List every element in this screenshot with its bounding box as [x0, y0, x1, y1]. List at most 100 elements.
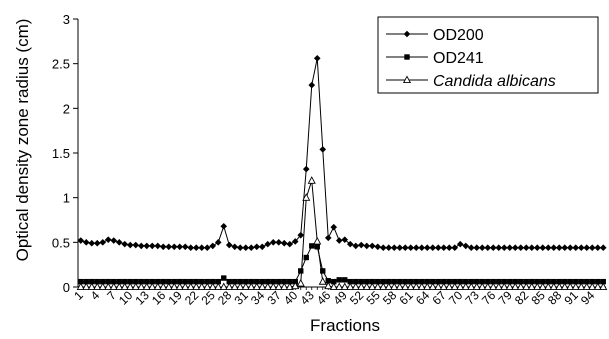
series-layer: [76, 55, 608, 291]
data-point-od241: [281, 278, 287, 285]
data-point-od200: [407, 244, 415, 251]
data-point-od200: [187, 244, 195, 251]
data-point-od200: [121, 240, 129, 248]
data-point-candida-albicans: [164, 282, 173, 291]
data-point-candida-albicans: [175, 282, 184, 291]
data-point-od200: [434, 244, 442, 251]
data-point-candida-albicans: [148, 282, 157, 291]
legend-marker-od241: [404, 54, 410, 60]
data-point-od241: [479, 278, 485, 285]
data-point-candida-albicans: [445, 282, 454, 291]
data-point-candida-albicans: [439, 282, 448, 291]
legend-entry-od200: OD200: [386, 27, 484, 44]
data-point-od200: [209, 242, 217, 250]
data-point-od200: [390, 244, 398, 251]
data-point-od241: [215, 278, 221, 285]
data-point-od200: [198, 244, 206, 251]
data-point-od241: [435, 278, 441, 285]
data-point-od200: [544, 244, 552, 251]
data-point-od200: [374, 243, 382, 251]
data-point-od241: [573, 278, 579, 285]
data-point-od200: [137, 242, 145, 250]
data-point-od200: [478, 244, 486, 251]
data-point-candida-albicans: [522, 282, 531, 291]
data-point-od241: [369, 278, 375, 285]
data-point-od200: [253, 243, 261, 251]
data-point-od241: [314, 244, 320, 250]
data-point-od241: [78, 278, 84, 285]
data-point-od200: [148, 242, 156, 250]
y-tick-label: 2.5: [52, 57, 70, 72]
y-tick-label: 0.5: [52, 235, 70, 250]
data-point-od200: [517, 244, 525, 251]
data-point-od241: [562, 278, 568, 285]
data-point-candida-albicans: [456, 282, 465, 291]
data-point-od200: [143, 242, 151, 250]
data-point-od200: [264, 240, 272, 248]
data-point-od241: [551, 278, 557, 285]
data-point-candida-albicans: [104, 282, 113, 291]
data-point-od241: [408, 278, 414, 285]
data-point-od200: [599, 244, 607, 251]
data-point-od241: [364, 278, 370, 285]
data-point-candida-albicans: [87, 282, 96, 291]
data-point-candida-albicans: [219, 282, 228, 291]
data-point-candida-albicans: [335, 282, 344, 291]
data-point-od241: [584, 278, 590, 285]
data-point-od200: [577, 244, 585, 251]
data-point-candida-albicans: [214, 282, 223, 291]
data-point-od241: [210, 278, 216, 285]
data-point-candida-albicans: [159, 282, 168, 291]
data-point-od200: [132, 241, 140, 249]
data-point-candida-albicans: [313, 236, 322, 245]
data-point-od241: [133, 278, 139, 285]
data-point-od200: [269, 239, 277, 246]
data-point-candida-albicans: [379, 282, 388, 291]
data-point-od241: [600, 278, 606, 285]
data-point-od200: [506, 244, 514, 251]
data-point-od241: [105, 278, 111, 285]
data-point-candida-albicans: [120, 282, 129, 291]
series-od241: [78, 243, 606, 285]
data-point-candida-albicans: [258, 282, 267, 291]
data-point-od200: [335, 237, 343, 244]
data-point-od241: [320, 268, 326, 274]
data-point-od241: [468, 278, 474, 285]
data-point-od241: [452, 278, 458, 285]
data-point-candida-albicans: [186, 282, 195, 291]
data-point-od241: [567, 278, 573, 285]
data-point-od241: [402, 278, 408, 285]
data-point-od241: [507, 278, 513, 285]
data-point-od241: [490, 278, 496, 285]
data-point-od200: [82, 239, 90, 246]
data-point-od200: [588, 244, 596, 251]
data-point-od200: [495, 244, 503, 251]
y-tick-label: 2: [63, 101, 70, 116]
data-point-od200: [357, 241, 365, 249]
data-point-candida-albicans: [241, 282, 250, 291]
data-point-od241: [127, 278, 133, 285]
data-point-od200: [522, 244, 530, 251]
data-point-od241: [243, 278, 249, 285]
data-point-od200: [539, 244, 547, 251]
data-point-od241: [474, 278, 480, 285]
data-point-candida-albicans: [582, 282, 591, 291]
data-point-candida-albicans: [351, 282, 360, 291]
data-point-od241: [160, 278, 166, 285]
data-point-od241: [556, 278, 562, 285]
data-point-od241: [534, 278, 540, 285]
data-point-od241: [144, 278, 150, 285]
data-point-od241: [259, 278, 265, 285]
data-point-candida-albicans: [346, 282, 355, 291]
data-point-candida-albicans: [566, 282, 575, 291]
data-point-od241: [336, 277, 342, 283]
data-point-od200: [566, 244, 574, 251]
data-point-candida-albicans: [555, 282, 564, 291]
data-point-candida-albicans: [560, 282, 569, 291]
data-point-od200: [429, 244, 437, 251]
data-point-od241: [177, 278, 183, 285]
data-point-od200: [286, 240, 294, 248]
data-point-od200: [170, 243, 178, 251]
data-point-od200: [115, 239, 123, 246]
data-point-od200: [231, 243, 239, 251]
